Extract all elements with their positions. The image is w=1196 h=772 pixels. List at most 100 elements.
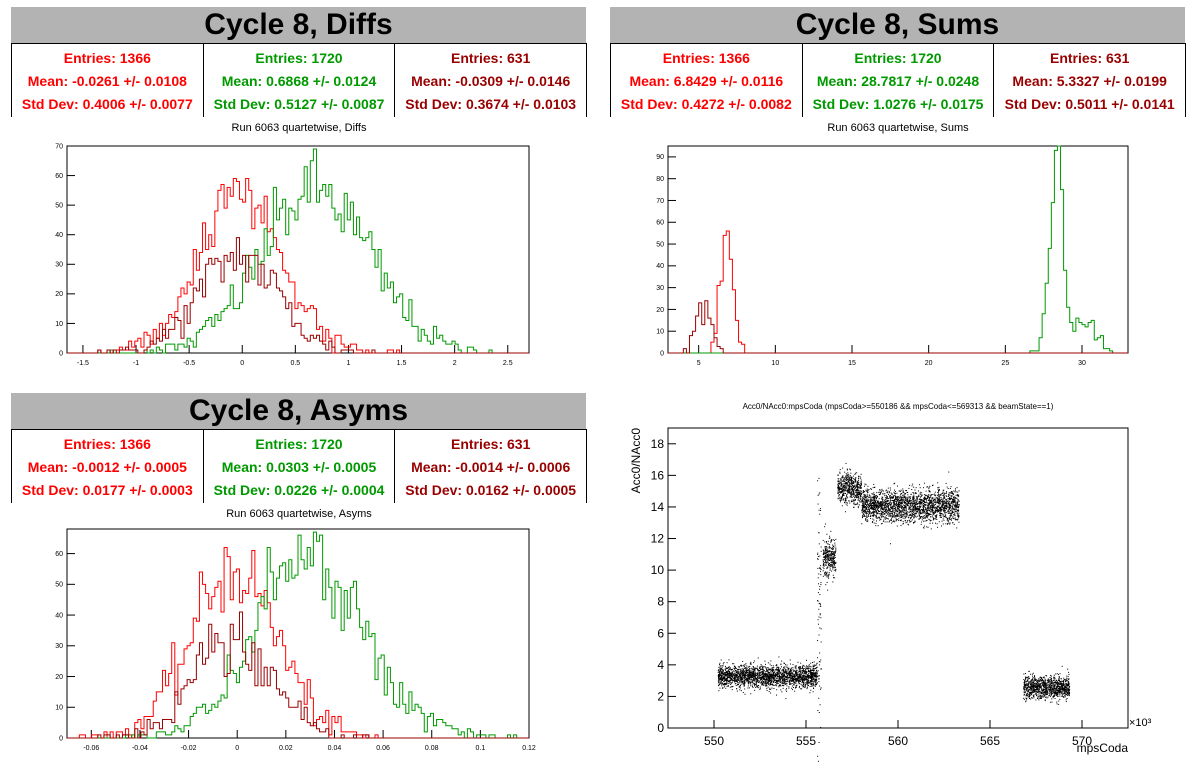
scatter-point (920, 499, 922, 501)
scatter-point (847, 491, 849, 493)
scatter-point (768, 675, 770, 677)
scatter-point (858, 478, 860, 480)
scatter-point (786, 685, 788, 687)
scatter-point (786, 670, 788, 672)
scatter-point (779, 669, 781, 671)
scatter-point (855, 484, 857, 486)
scatter-point (833, 569, 835, 571)
scatter-point (776, 669, 778, 671)
scatter-point (831, 557, 833, 559)
scatter-point (896, 502, 898, 504)
scatter-point (943, 503, 945, 505)
scatter-point (855, 503, 857, 505)
scatter-point (762, 683, 764, 685)
scatter-point (759, 687, 761, 689)
scatter-point (926, 510, 928, 512)
scatter-point (879, 506, 881, 508)
scatter-point (943, 519, 945, 521)
scatter-point (868, 506, 870, 508)
scatter-point (769, 669, 771, 671)
scatter-point (943, 505, 945, 507)
scatter-point (822, 566, 824, 568)
scatter-point (897, 511, 899, 513)
scatter-point (880, 506, 882, 508)
scatter-point (780, 671, 782, 673)
scatter-point (867, 496, 869, 498)
scatter-point (737, 673, 739, 675)
scatter-point (831, 549, 833, 551)
scatter-point (893, 514, 895, 516)
scatter-point (758, 673, 760, 675)
scatter-point (799, 674, 801, 676)
scatter-point (939, 510, 941, 512)
scatter-point (739, 677, 741, 679)
scatter-point (911, 509, 913, 511)
scatter-point (727, 675, 729, 677)
scatter-point (767, 676, 769, 678)
scatter-point (863, 509, 865, 511)
scatter-point (849, 486, 851, 488)
scatter-point (826, 559, 828, 561)
scatter-point (833, 557, 835, 559)
scatter-point (756, 677, 758, 679)
scatter-point (780, 681, 782, 683)
scatter-point (911, 505, 913, 507)
scatter-point (765, 673, 767, 675)
scatter-point (817, 558, 819, 560)
scatter-point (801, 667, 803, 669)
scatter-point (773, 673, 775, 675)
scatter-point (900, 517, 902, 519)
scatter-point (889, 497, 891, 499)
scatter-point (840, 497, 842, 499)
scatter-point (784, 667, 786, 669)
scatter-point (725, 684, 727, 686)
scatter-point (735, 670, 737, 672)
scatter-point (739, 671, 741, 673)
scatter-point (759, 666, 761, 668)
scatter-point (812, 672, 814, 674)
scatter-point (949, 503, 951, 505)
scatter-point (812, 691, 814, 693)
scatter-point (858, 497, 860, 499)
scatter-point (853, 489, 855, 491)
scatter-point (729, 681, 731, 683)
scatter-point (854, 490, 856, 492)
scatter-point (760, 668, 762, 670)
scatter-point (772, 676, 774, 678)
scatter-point (950, 514, 952, 516)
scatter-point (720, 678, 722, 680)
scatter-point (783, 681, 785, 683)
scatter-point (752, 666, 754, 668)
scatter-point (745, 666, 747, 668)
scatter-point (733, 676, 735, 678)
sums-stats-box: Entries: 1366 Mean: 6.8429 +/- 0.0116 St… (610, 43, 1186, 117)
scatter-point (825, 556, 827, 558)
scatter-point (901, 499, 903, 501)
scatter-point (755, 672, 757, 674)
scatter-point (862, 509, 864, 511)
scatter-point (802, 681, 804, 683)
scatter-point (743, 671, 745, 673)
scatter-point (885, 494, 887, 496)
scatter-point (873, 483, 875, 485)
scatter-point (783, 676, 785, 678)
scatter-point (854, 472, 856, 474)
scatter-point (770, 674, 772, 676)
scatter-point (795, 671, 797, 673)
scatter-point (739, 674, 741, 676)
scatter-point (859, 487, 861, 489)
scatter-point (773, 670, 775, 672)
scatter-point (892, 507, 894, 509)
scatter-point (826, 533, 828, 535)
x-tick-label: 0.02 (279, 745, 293, 752)
y-tick-label: 10 (55, 705, 63, 712)
scatter-point (807, 682, 809, 684)
scatter-point (724, 678, 726, 680)
scatter-point (718, 677, 720, 679)
scatter-point (863, 500, 865, 502)
scatter-point (806, 688, 808, 690)
scatter-point (786, 681, 788, 683)
scatter-point (744, 664, 746, 666)
scatter-point (923, 503, 925, 505)
scatter-point (866, 490, 868, 492)
